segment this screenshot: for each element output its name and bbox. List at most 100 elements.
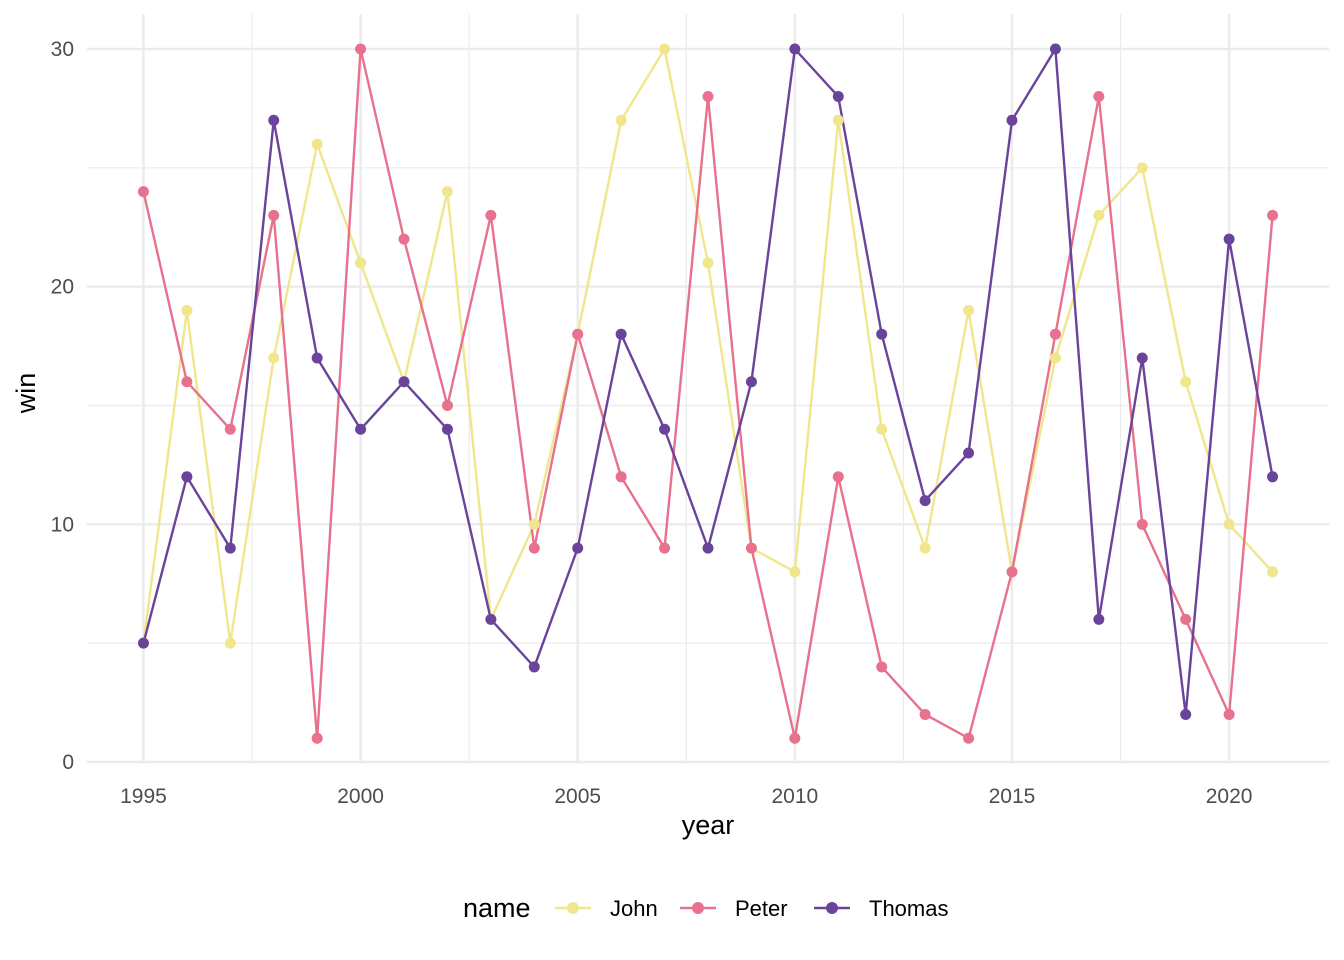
legend-label-peter: Peter — [735, 896, 788, 921]
data-point-john — [355, 257, 367, 269]
legend-point-john — [567, 902, 579, 914]
data-point-peter — [1093, 91, 1105, 103]
data-point-peter — [659, 542, 671, 554]
y-tick-label: 10 — [51, 513, 74, 536]
data-point-john — [441, 186, 453, 198]
data-point-john — [876, 423, 888, 435]
data-point-john — [702, 257, 714, 269]
data-point-thomas — [1267, 471, 1279, 483]
legend-title: name — [463, 893, 531, 923]
data-point-thomas — [398, 376, 410, 388]
data-point-john — [963, 304, 975, 316]
data-point-thomas — [268, 114, 280, 126]
x-tick-label: 2015 — [989, 785, 1036, 808]
data-point-peter — [572, 328, 584, 340]
data-point-john — [615, 114, 627, 126]
data-point-peter — [355, 43, 367, 55]
data-point-thomas — [1223, 233, 1235, 245]
data-point-john — [1136, 162, 1148, 174]
data-point-peter — [789, 732, 801, 744]
data-point-peter — [919, 708, 931, 720]
y-tick-label: 30 — [51, 38, 74, 61]
x-axis-tick-labels: 1995 2000 2005 2010 2015 2020 — [120, 785, 1252, 808]
data-point-john — [789, 566, 801, 578]
data-point-john — [1180, 376, 1192, 388]
data-point-peter — [181, 376, 193, 388]
x-tick-label: 2000 — [337, 785, 384, 808]
data-point-peter — [311, 732, 323, 744]
data-point-peter — [1267, 209, 1279, 221]
data-point-peter — [1006, 566, 1018, 578]
data-point-peter — [745, 542, 757, 554]
data-point-thomas — [572, 542, 584, 554]
y-tick-label: 0 — [62, 751, 74, 774]
series-points — [137, 43, 1279, 744]
data-point-thomas — [963, 447, 975, 459]
data-point-thomas — [528, 661, 540, 673]
data-point-john — [224, 637, 236, 649]
data-point-thomas — [181, 471, 193, 483]
data-point-john — [311, 138, 323, 150]
data-point-john — [1267, 566, 1279, 578]
data-point-peter — [702, 91, 714, 103]
data-point-peter — [1223, 708, 1235, 720]
data-point-peter — [441, 400, 453, 411]
data-point-thomas — [1049, 43, 1061, 55]
data-point-peter — [963, 732, 975, 744]
x-tick-label: 2020 — [1206, 785, 1253, 808]
data-point-thomas — [615, 328, 627, 340]
data-point-john — [528, 518, 540, 530]
data-point-john — [181, 304, 193, 316]
data-point-john — [1223, 518, 1235, 530]
data-point-peter — [876, 661, 888, 673]
data-point-john — [919, 542, 931, 554]
data-point-thomas — [702, 542, 714, 554]
minor-gridlines — [87, 14, 1329, 762]
data-point-thomas — [745, 376, 757, 388]
data-point-peter — [137, 186, 149, 198]
data-point-peter — [485, 209, 497, 221]
data-point-thomas — [355, 423, 367, 435]
data-point-thomas — [137, 637, 149, 649]
data-point-peter — [832, 471, 844, 483]
data-point-peter — [528, 542, 540, 554]
legend: name John Peter Thomas — [463, 893, 948, 923]
series-lines — [142, 47, 1274, 740]
series-line-peter — [142, 47, 1274, 740]
data-point-thomas — [1136, 352, 1148, 364]
data-point-thomas — [441, 423, 453, 435]
data-point-thomas — [919, 495, 931, 507]
data-point-peter — [224, 423, 236, 435]
data-point-peter — [1049, 328, 1061, 340]
legend-key-peter: Peter — [680, 896, 788, 921]
x-tick-label: 2010 — [771, 785, 818, 808]
legend-key-john: John — [555, 896, 658, 921]
data-point-john — [659, 43, 671, 55]
x-tick-label: 2005 — [554, 785, 601, 808]
data-point-thomas — [1006, 114, 1018, 126]
legend-label-thomas: Thomas — [869, 896, 948, 921]
data-point-peter — [1180, 613, 1192, 625]
data-point-thomas — [659, 423, 671, 435]
data-point-peter — [615, 471, 627, 483]
data-point-thomas — [224, 542, 236, 554]
data-point-john — [1093, 209, 1105, 221]
y-tick-label: 20 — [51, 276, 74, 299]
y-axis-title: win — [11, 373, 41, 415]
data-point-thomas — [485, 613, 497, 625]
data-point-thomas — [1093, 613, 1105, 625]
legend-label-john: John — [610, 896, 658, 921]
major-gridlines — [87, 14, 1329, 764]
data-point-thomas — [311, 352, 323, 364]
data-point-john — [268, 352, 280, 364]
data-point-thomas — [789, 43, 801, 55]
data-point-thomas — [1180, 708, 1192, 720]
data-point-john — [832, 114, 844, 126]
data-point-peter — [1136, 518, 1148, 530]
x-axis-title: year — [682, 810, 735, 840]
legend-key-thomas: Thomas — [814, 896, 948, 921]
legend-point-thomas — [826, 902, 838, 914]
y-axis-tick-labels: 0 10 20 30 — [51, 38, 74, 774]
data-point-thomas — [832, 91, 844, 103]
